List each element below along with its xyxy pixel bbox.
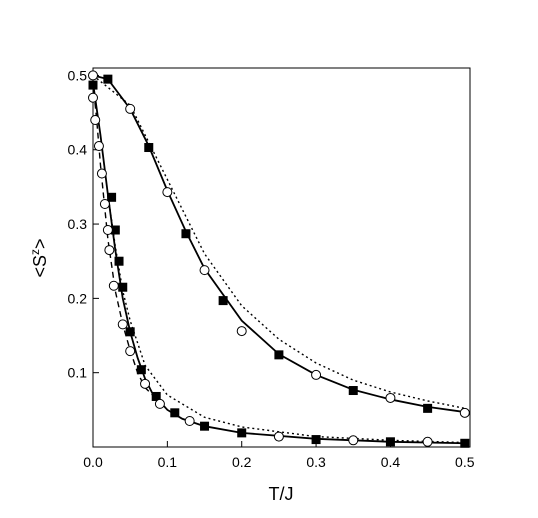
square-marker bbox=[423, 403, 433, 413]
square-marker bbox=[107, 192, 117, 202]
curve bbox=[92, 82, 153, 396]
x-tick-label: 0.0 bbox=[83, 454, 103, 470]
square-marker bbox=[348, 386, 358, 396]
y-label-part: <S bbox=[30, 255, 50, 278]
circle-marker bbox=[459, 407, 470, 418]
circle-marker bbox=[96, 168, 107, 179]
circle-marker bbox=[385, 392, 396, 403]
plot-frame bbox=[92, 67, 471, 448]
square-marker bbox=[385, 437, 395, 447]
y-label-part: > bbox=[30, 238, 50, 249]
square-marker bbox=[237, 428, 247, 438]
y-axis-label: <Sz> bbox=[28, 238, 50, 277]
circle-marker bbox=[108, 280, 119, 291]
circle-marker bbox=[125, 103, 136, 114]
y-tick-label: 0.2 bbox=[68, 290, 88, 306]
circle-marker bbox=[117, 319, 128, 330]
circle-marker bbox=[311, 369, 322, 380]
square-marker bbox=[136, 365, 146, 375]
circle-marker bbox=[93, 141, 104, 152]
square-marker bbox=[311, 435, 321, 445]
y-label-sup: z bbox=[28, 249, 42, 255]
circle-marker bbox=[348, 435, 359, 446]
y-tick-label: 0.3 bbox=[68, 216, 88, 232]
y-tick-label: 0.1 bbox=[68, 365, 88, 381]
circle-marker bbox=[162, 187, 173, 198]
circle-marker bbox=[125, 346, 136, 357]
circle-marker bbox=[88, 92, 98, 103]
square-marker bbox=[274, 350, 284, 360]
square-marker bbox=[200, 421, 210, 431]
circle-marker bbox=[104, 245, 115, 256]
circle-marker bbox=[422, 436, 433, 447]
x-axis-label: T/J bbox=[269, 484, 294, 504]
curve bbox=[92, 74, 465, 413]
x-tick-label: 0.2 bbox=[232, 454, 252, 470]
square-marker bbox=[170, 408, 180, 418]
circle-marker bbox=[273, 431, 284, 442]
circle-marker bbox=[236, 326, 247, 337]
circle-marker bbox=[140, 378, 151, 389]
circle-marker bbox=[154, 398, 165, 409]
circle-marker bbox=[88, 70, 98, 81]
y-tick-label: 0.5 bbox=[68, 67, 88, 83]
x-tick-label: 0.3 bbox=[306, 454, 326, 470]
square-marker bbox=[151, 391, 161, 401]
circle-marker bbox=[199, 265, 210, 276]
circle-marker bbox=[99, 198, 110, 209]
circle-marker bbox=[102, 225, 113, 236]
y-tick-label: 0.4 bbox=[68, 142, 88, 158]
circle-marker bbox=[90, 115, 101, 126]
square-marker bbox=[110, 225, 120, 235]
circle-marker bbox=[184, 415, 195, 426]
square-marker bbox=[460, 438, 470, 448]
x-tick-label: 0.5 bbox=[455, 454, 475, 470]
x-tick-label: 0.1 bbox=[158, 454, 178, 470]
x-tick-label: 0.4 bbox=[381, 454, 401, 470]
square-marker bbox=[114, 256, 124, 266]
square-marker bbox=[218, 296, 228, 306]
curve bbox=[92, 82, 465, 445]
square-marker bbox=[118, 282, 128, 292]
square-marker bbox=[103, 74, 113, 84]
square-marker bbox=[88, 80, 98, 90]
square-marker bbox=[125, 327, 135, 337]
square-marker bbox=[181, 229, 191, 239]
square-marker bbox=[144, 143, 154, 153]
